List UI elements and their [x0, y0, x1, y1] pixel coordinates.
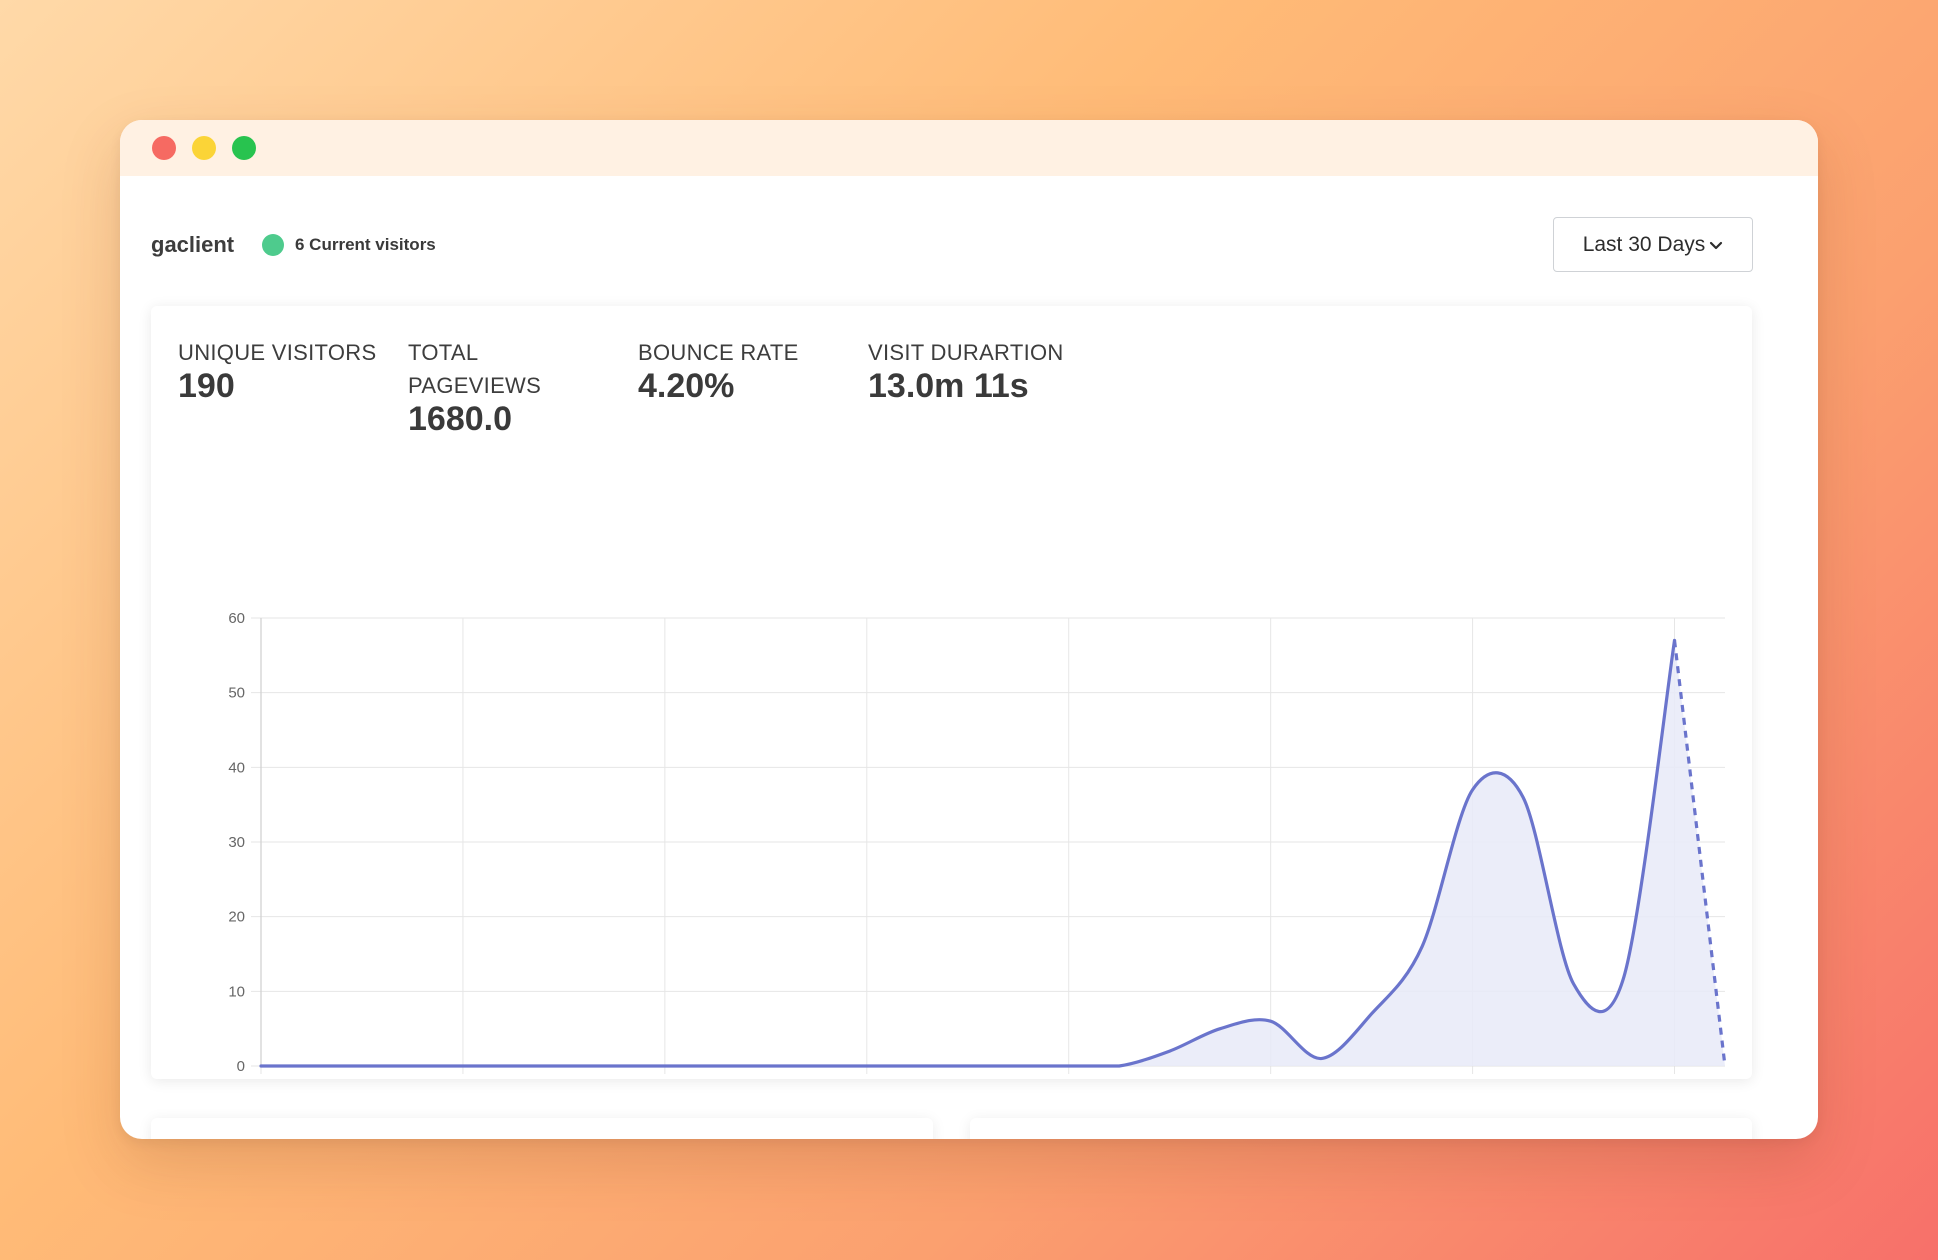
close-window-icon[interactable]	[152, 136, 176, 160]
stats-card: UNIQUE VISITORS 190 TOTAL PAGEVIEWS 1680…	[151, 306, 1752, 1079]
metric-visit-duration[interactable]: VISIT DURARTION 13.0m 11s	[868, 336, 1128, 403]
metric-total-pageviews[interactable]: TOTAL PAGEVIEWS 1680.0	[408, 336, 568, 436]
metric-bounce-rate[interactable]: BOUNCE RATE 4.20%	[638, 336, 848, 403]
visitors-chart: 0102030405060Thu, 31, MarMon, 04, AprFri…	[228, 610, 1727, 1075]
chevron-down-icon	[1710, 241, 1723, 250]
metric-value: 190	[178, 367, 235, 405]
y-tick-label: 60	[228, 610, 245, 627]
top-pages-card	[970, 1118, 1752, 1139]
series-area	[261, 640, 1725, 1066]
metric-unique-visitors[interactable]: UNIQUE VISITORS 190	[178, 336, 388, 403]
metric-label: TOTAL PAGEVIEWS	[408, 340, 542, 398]
metric-label: BOUNCE RATE	[638, 340, 799, 365]
y-tick-label: 0	[237, 1058, 245, 1075]
series-line	[259, 638, 1677, 1068]
date-range-dropdown[interactable]: Last 30 Days	[1553, 217, 1753, 272]
y-tick-label: 30	[228, 834, 245, 851]
browser-window: gaclient 6 Current visitors Last 30 Days…	[120, 120, 1818, 1139]
current-visitors-count: 6 Current visitors	[295, 235, 436, 254]
y-tick-label: 50	[228, 685, 245, 702]
metric-value: 1680.0	[408, 400, 512, 438]
y-tick-label: 10	[228, 983, 245, 1000]
y-tick-label: 20	[228, 909, 245, 926]
live-indicator-icon	[262, 234, 284, 256]
metric-label: VISIT DURARTION	[868, 340, 1064, 365]
top-sources-card	[151, 1118, 933, 1139]
series-line-dashed	[1672, 640, 1727, 1067]
window-titlebar	[120, 120, 1818, 176]
minimize-window-icon[interactable]	[192, 136, 216, 160]
site-name: gaclient	[151, 232, 235, 257]
metric-value: 4.20%	[638, 367, 735, 405]
metric-value: 13.0m 11s	[868, 367, 1029, 405]
y-tick-label: 40	[228, 759, 245, 776]
metric-label: UNIQUE VISITORS	[178, 340, 377, 365]
date-range-label: Last 30 Days	[1582, 232, 1706, 256]
maximize-window-icon[interactable]	[232, 136, 256, 160]
